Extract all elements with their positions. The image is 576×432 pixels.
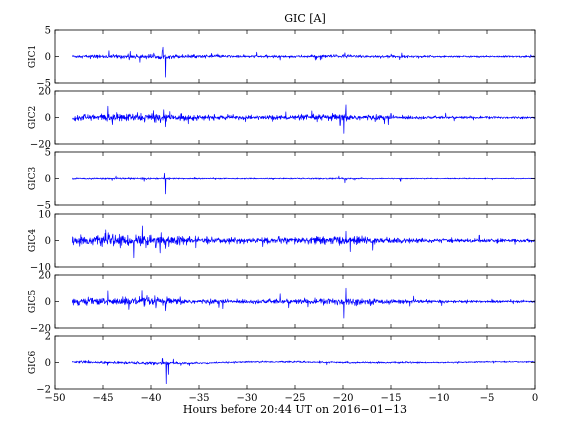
series-line-gic2: [72, 104, 536, 134]
series-line-gic5: [71, 287, 536, 319]
y-tick-label: −2: [36, 385, 51, 396]
y-tick-label: 0: [45, 174, 51, 185]
y-tick-label: 0: [45, 113, 51, 124]
x-tick-label: −20: [332, 393, 353, 404]
y-tick-label: 10: [38, 210, 51, 221]
x-tick-label: −10: [428, 393, 449, 404]
y-tick-label: 20: [38, 87, 51, 98]
y-tick-label: −20: [30, 140, 51, 151]
x-tick-labels: −50 −45 −40 −35 −30 −25 −20 −15 −10 −5 0: [44, 393, 538, 404]
y-axis-label-gic6: GIC6: [28, 351, 38, 375]
panels: −505GIC1−20020GIC2−505GIC3−10010GIC4−200…: [28, 26, 536, 396]
y-tick-label: 2: [45, 332, 51, 343]
x-tick-label: 0: [532, 393, 538, 404]
panel-gic1: −5 0 5 GIC1: [28, 26, 536, 90]
series-line-gic6: [71, 358, 536, 385]
y-tick-label: 0: [45, 297, 51, 308]
panel-gic3: −5 0 5 GIC3: [28, 148, 536, 212]
x-tick-label: −40: [140, 393, 161, 404]
y-tick-label: 0: [45, 358, 51, 369]
x-tick-label: −35: [188, 393, 209, 404]
y-axis-label-gic3: GIC3: [28, 167, 38, 191]
series-line-gic4: [71, 225, 536, 259]
y-axis-label-gic5: GIC5: [28, 290, 38, 314]
x-tick-label: −45: [92, 393, 113, 404]
series-line-gic3: [72, 172, 536, 195]
panel-gic6: −2 0 2 GIC6: [28, 332, 536, 396]
y-tick-label: 20: [38, 271, 51, 282]
x-tick-label: −30: [236, 393, 257, 404]
figure-title: GIC [A]: [284, 12, 326, 25]
y-tick-label: −5: [36, 79, 51, 90]
y-tick-label: −5: [36, 201, 51, 212]
y-tick-label: −20: [30, 324, 51, 335]
x-tick-label: −50: [44, 393, 65, 404]
x-axis-label: Hours before 20:44 UT on 2016−01−13: [183, 403, 407, 416]
y-tick-label: −10: [30, 263, 51, 274]
x-tick-label: −5: [480, 393, 495, 404]
y-axis-label-gic2: GIC2: [28, 106, 38, 129]
y-tick-label: 5: [45, 26, 51, 37]
y-tick-label: 0: [45, 52, 51, 63]
x-tick-label: −15: [380, 393, 401, 404]
series-line-gic1: [72, 46, 536, 78]
x-tick-label: −25: [284, 393, 305, 404]
y-tick-label: 0: [45, 236, 51, 247]
y-tick-label: 5: [45, 148, 51, 159]
y-axis-label-gic1: GIC1: [28, 45, 38, 68]
y-axis-label-gic4: GIC4: [28, 229, 38, 253]
